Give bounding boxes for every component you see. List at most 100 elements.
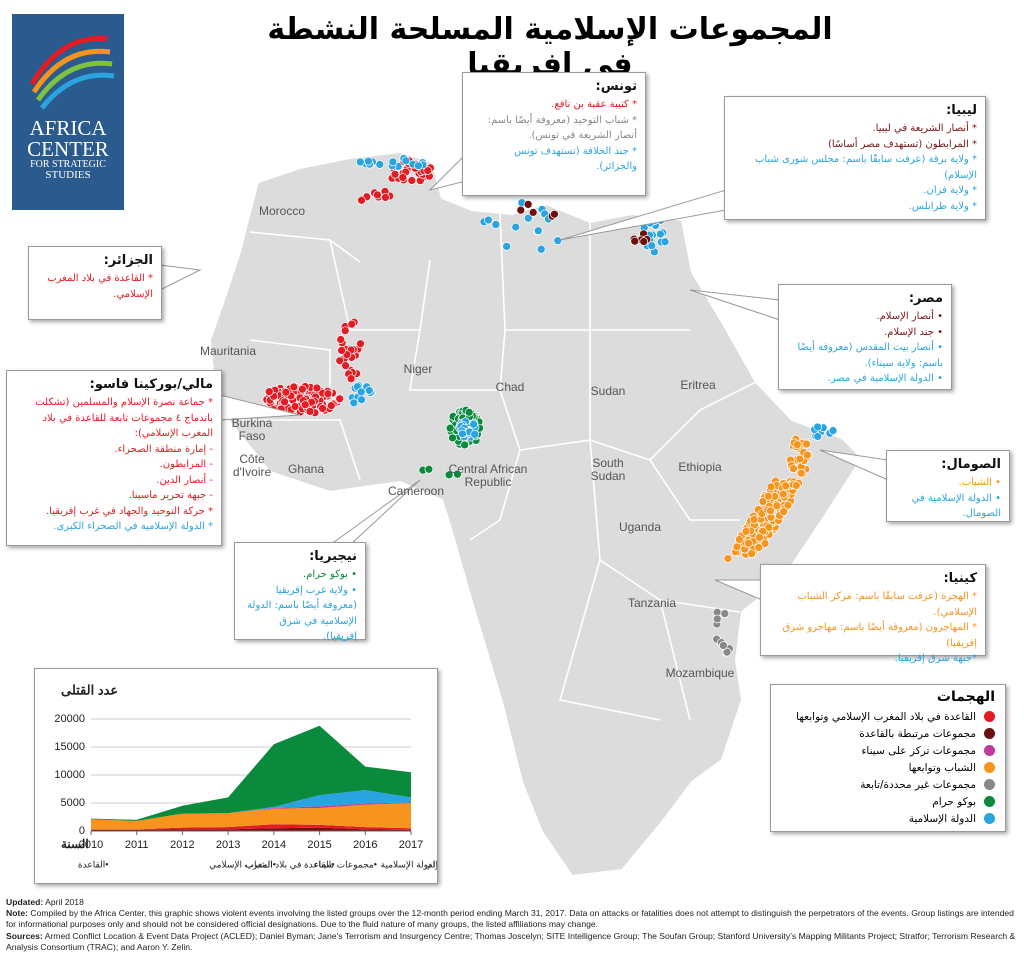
x-tick-label: 2016: [353, 839, 377, 851]
attack-dot: [423, 166, 433, 175]
attack-dot: [781, 481, 791, 491]
attack-dot: [469, 419, 479, 429]
attack-dot: [336, 335, 346, 344]
attack-dot: [347, 319, 357, 329]
area: [91, 802, 411, 821]
legend-label: الشباب وتوابعها: [908, 761, 976, 774]
callout-item: • جند الإسلام.: [884, 326, 943, 338]
country-label: Mozambique: [665, 666, 735, 680]
country-label: Burkina Faso: [231, 416, 273, 444]
legend-label: مجموعات تركز على سيناء: [861, 744, 976, 757]
attack-dot: [536, 244, 546, 254]
callout: الصومال: • الشباب. • الدولة الإسلامية في ا…: [886, 450, 1010, 522]
country-label: Niger: [403, 362, 433, 376]
footer: Updated: April 2018 Note: Compiled by th…: [6, 897, 1018, 953]
attack-dot: [758, 497, 768, 506]
attack-dot: [766, 482, 776, 492]
attack-dot: [318, 404, 327, 413]
attack-dot: [335, 356, 345, 366]
callout-item: * كتيبة عقبة بن نافع.: [551, 99, 637, 111]
attack-dot: [401, 156, 411, 166]
attack-dot: [502, 241, 511, 251]
legend-swatch: [984, 762, 995, 773]
attack-dot: [764, 523, 774, 532]
legend-item: الدولة الإسلامية: [781, 810, 995, 827]
attack-dot: [791, 481, 801, 490]
attack-dot: [720, 609, 730, 618]
attack-dot: [553, 236, 563, 245]
legend-swatch: [984, 779, 995, 790]
attack-dot: [373, 190, 382, 200]
callout: نيجيريا: • بوكو حرام. • ولاية غرب إفريقيا …: [234, 542, 366, 642]
attack-dot: [523, 200, 533, 209]
country-label: Uganda: [618, 520, 662, 534]
legend-swatch: [984, 711, 995, 722]
callout-pointers: [159, 148, 889, 601]
callout: تونس: * كتيبة عقبة بن نافع. * شباب التوحيد…: [462, 72, 646, 196]
callout-item: • بوكو حرام.: [303, 569, 357, 581]
country-label: Cameroon: [387, 484, 445, 498]
x-tick-label: 2011: [125, 839, 149, 851]
attack-dot: [448, 433, 457, 443]
attack-dot: [346, 374, 356, 384]
attack-dot: [280, 397, 289, 407]
attack-dot: [381, 193, 390, 202]
attack-dot: [341, 361, 350, 370]
attack-dot: [464, 407, 474, 417]
callout-item: *جبهة شرق إفريقيا.: [894, 653, 977, 665]
note-label: Note:: [6, 908, 28, 919]
title: المجموعات الإسلامية المسلحة النشطة في إف…: [267, 12, 833, 82]
legend-swatch: [984, 813, 995, 824]
attack-dot: [326, 401, 336, 410]
attack-dot: [802, 450, 812, 460]
attack-dot: [453, 469, 462, 479]
callout-item: * ولاية برقة (عرفت سابقًا باسم: مجلس شور…: [754, 154, 977, 181]
attack-dot: [792, 440, 802, 450]
callout-item: • الدولة الإسلامية في الصومال.: [911, 492, 1001, 520]
callout-item: • ولاية غرب إفريقيا (معروفة أيضًا باسم: …: [247, 584, 357, 643]
series-legend-label: •القاعدة: [78, 859, 109, 869]
attack-dot: [355, 157, 365, 167]
callout: كينيا: * الهجرة (عرفت سابقًا باسم: مركز ا…: [760, 564, 986, 664]
attack-dot: [289, 382, 299, 392]
legend-swatch: [984, 745, 995, 756]
x-tick-label: 2012: [170, 839, 194, 851]
attack-dot: [364, 156, 373, 166]
chart-title: عدد القتلى: [61, 682, 118, 697]
attack-dot: [766, 506, 775, 516]
attack-dot: [375, 160, 385, 169]
callout-item: - إمارة منطقة الصحراء.: [114, 443, 213, 455]
attack-dot: [388, 157, 398, 167]
x-tick-label: 2014: [262, 839, 286, 851]
legend-item: مجموعات مرتبطة بالقاعدة: [781, 725, 995, 742]
callout-item: - جبهة تحرير ماسينا.: [128, 490, 213, 502]
logo-text: AFRICA CENTER FOR STRATEGIC STUDIES: [12, 118, 124, 181]
callout-item: * ولاية فزان.: [923, 185, 977, 197]
country-label: Central African Republic: [448, 462, 528, 490]
callout-item: • أنصار بيت المقدس (معروفة أيضًا باسم: و…: [797, 342, 944, 369]
callout-item: * القاعدة في بلاد المغرب الإسلامي.: [47, 273, 153, 300]
attack-dot: [356, 339, 365, 349]
attack-dot: [337, 346, 346, 355]
attack-dot: [533, 226, 543, 236]
callout-item: * الدولة الإسلامية في الصحراء الكبرى.: [53, 521, 213, 533]
updated: Updated: April 2018: [6, 897, 1018, 908]
callout-item: • الشباب.: [958, 477, 1001, 489]
legend-item: مجموعات تركز على سيناء: [781, 742, 995, 759]
logo-line: CENTER: [27, 137, 109, 161]
callout-item: * جماعة نصرة الإسلام والمسلمين (تشكلت با…: [35, 397, 213, 440]
legend-swatch: [984, 796, 995, 807]
attack-dot: [297, 384, 307, 394]
attack-dot: [741, 527, 751, 536]
callout-title: نيجيريا:: [309, 549, 357, 564]
legend-label: القاعدة في بلاد المغرب الإسلامي وتوابعها: [796, 710, 976, 723]
attack-dot: [763, 491, 773, 501]
attack-dot: [722, 647, 732, 657]
attack-dot: [491, 220, 501, 229]
sources-text: Armed Conflict Location & Event Data Pro…: [6, 930, 1016, 952]
callout-item: - أنصار الدين.: [156, 474, 213, 486]
attack-dot: [732, 542, 742, 552]
callout-item: - المرابطون.: [159, 459, 213, 471]
attack-dot: [470, 429, 480, 439]
attack-dot: [747, 549, 756, 559]
